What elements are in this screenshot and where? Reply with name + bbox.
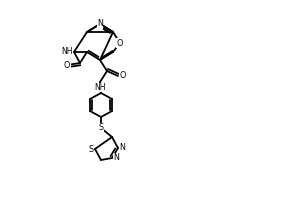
Text: O: O xyxy=(64,60,70,70)
Text: N: N xyxy=(97,20,103,28)
Text: S: S xyxy=(98,123,104,132)
Text: N: N xyxy=(119,144,125,152)
Text: NH: NH xyxy=(94,83,106,92)
Text: NH: NH xyxy=(61,47,73,56)
Text: O: O xyxy=(117,38,123,47)
Text: S: S xyxy=(89,144,94,154)
Text: N: N xyxy=(113,154,119,162)
Text: O: O xyxy=(119,72,125,80)
